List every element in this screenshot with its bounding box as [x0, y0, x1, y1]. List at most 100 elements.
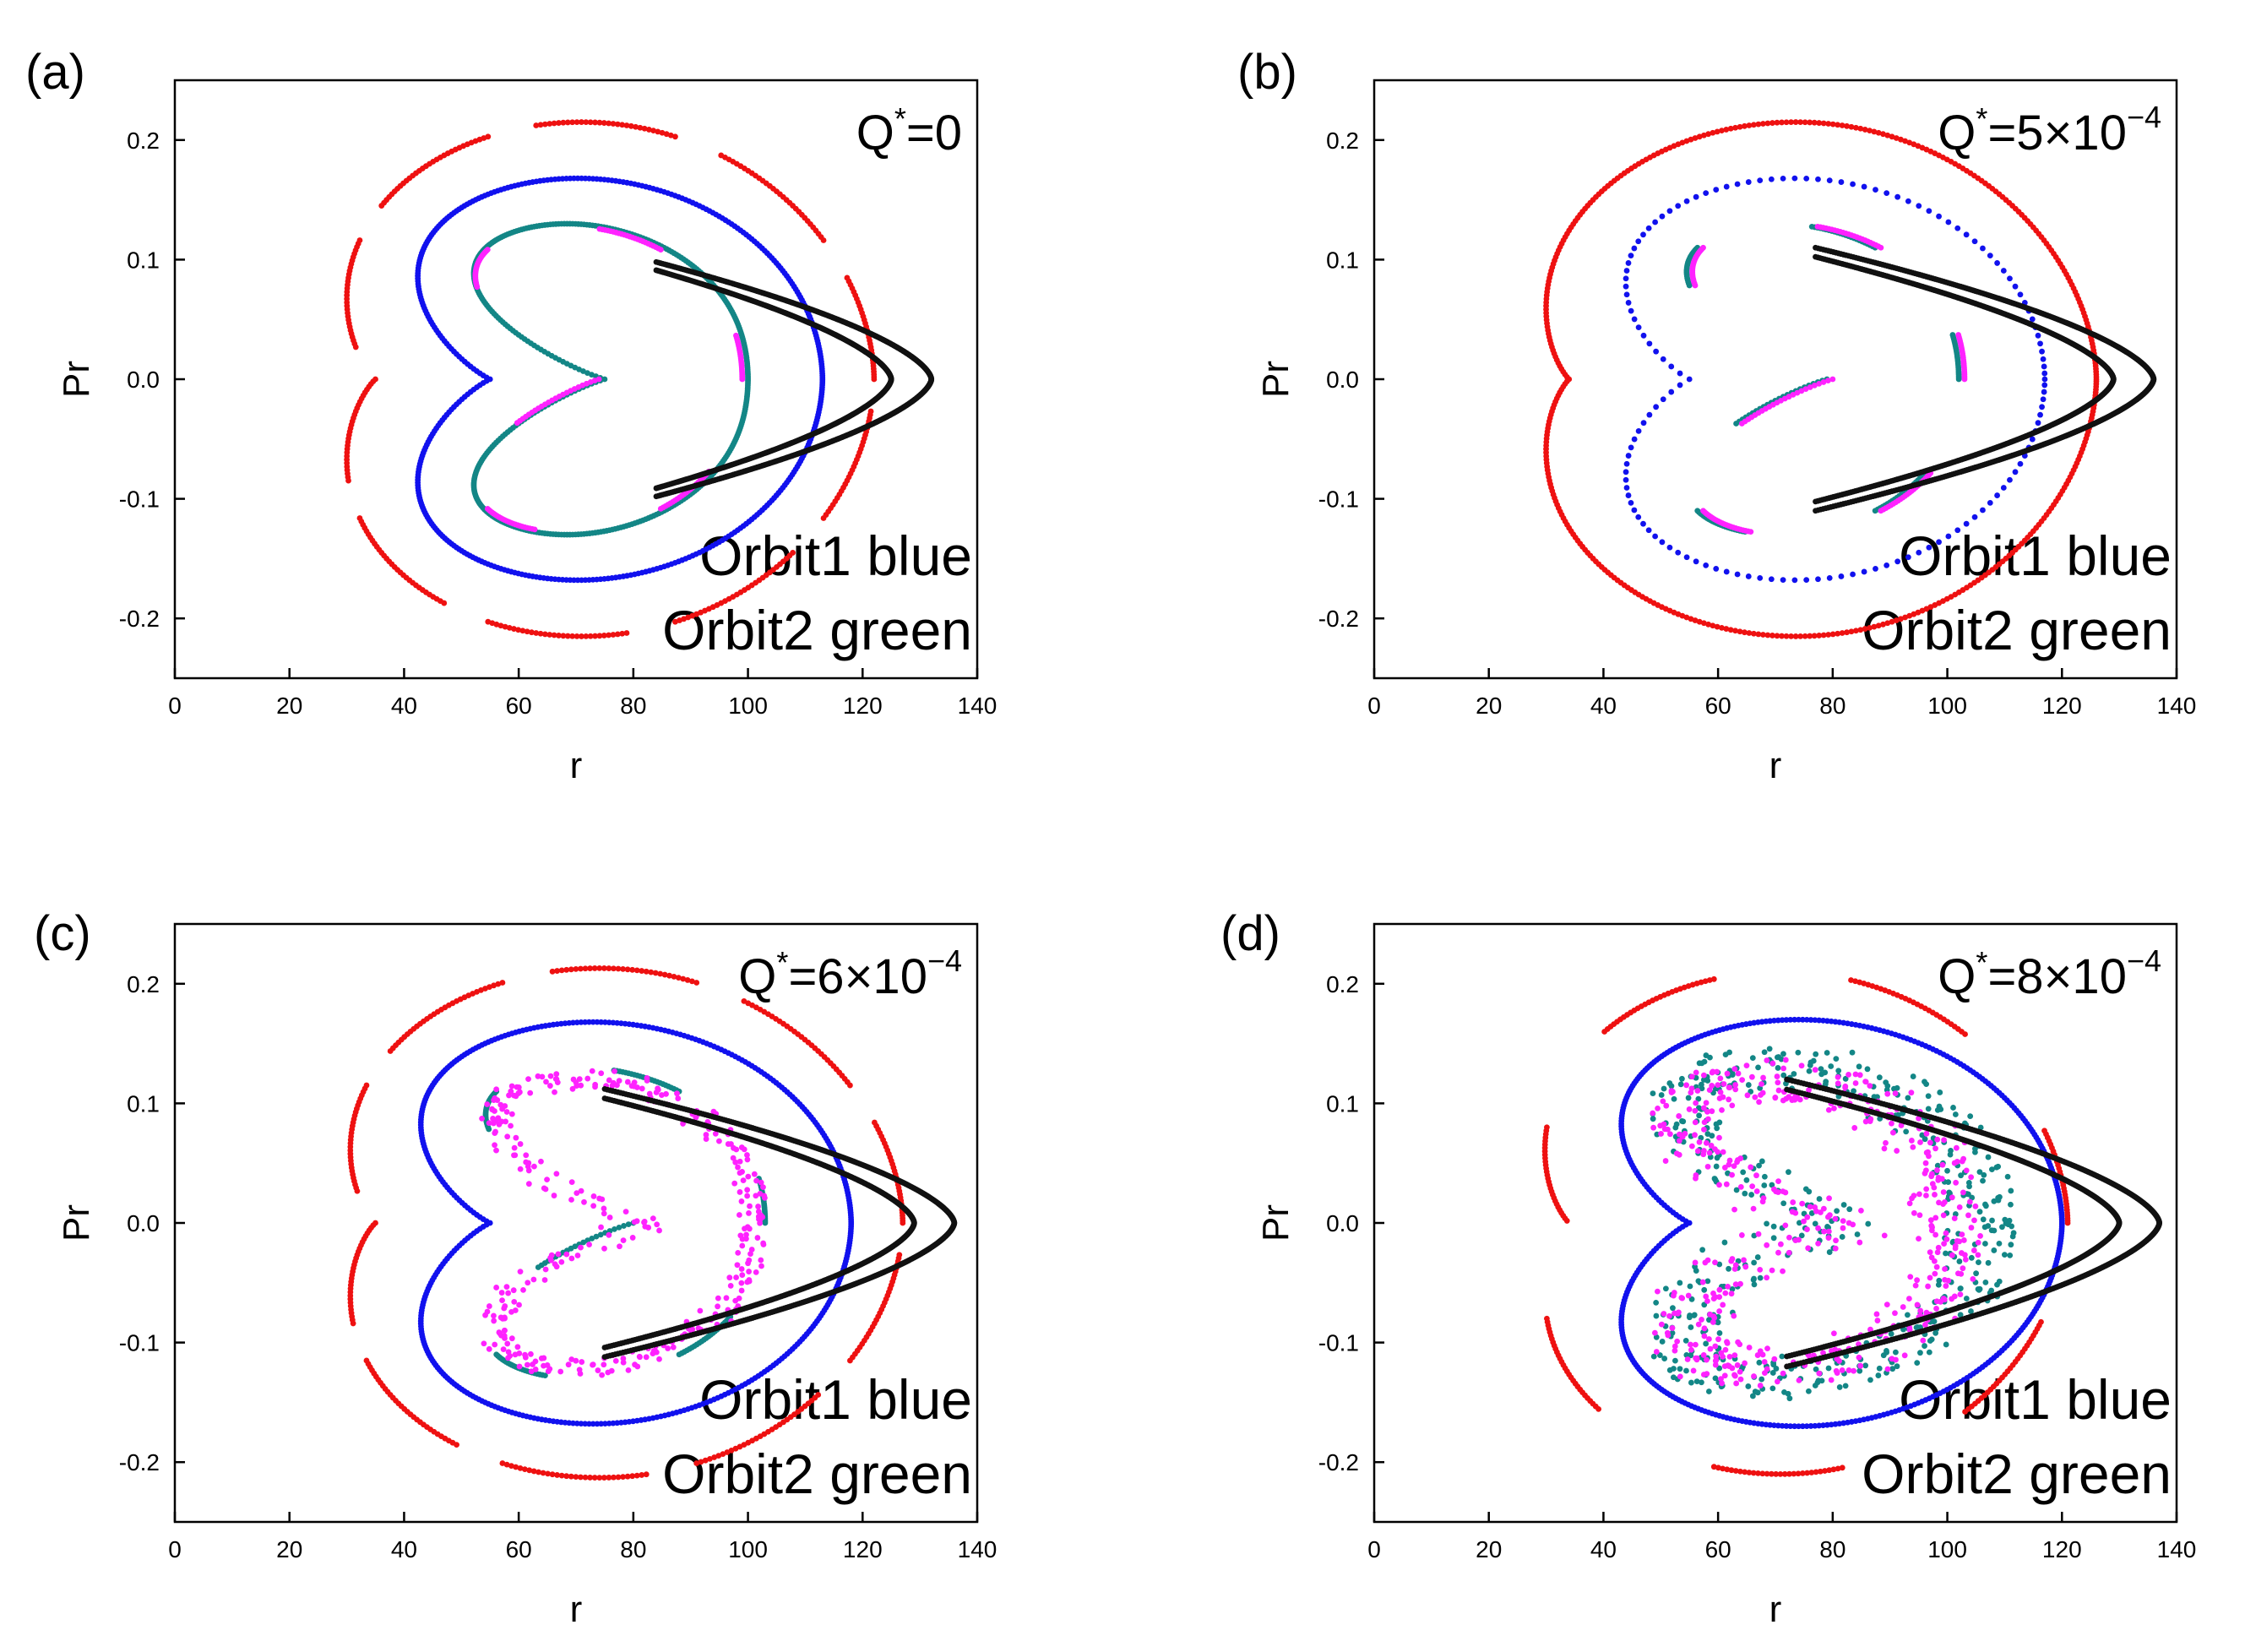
data-point [1745, 573, 1752, 579]
data-point [1635, 324, 1642, 331]
data-point [1640, 332, 1647, 339]
data-point [751, 1171, 758, 1177]
x-tick-label: 80 [620, 693, 646, 719]
data-point [2041, 382, 2048, 389]
data-point [1623, 469, 1629, 475]
x-tick-label: 140 [958, 1536, 997, 1562]
x-tick-label: 100 [728, 1536, 768, 1562]
data-point [537, 630, 544, 637]
data-point [1628, 307, 1634, 314]
data-point [2007, 275, 2013, 282]
data-point [716, 1138, 722, 1144]
data-point [1916, 203, 1922, 209]
data-point [1677, 382, 1683, 389]
data-point [655, 128, 661, 135]
data-point [1666, 544, 1673, 551]
data-point [1628, 253, 1634, 258]
data-point [551, 1193, 557, 1198]
data-point [631, 1083, 638, 1090]
data-point [606, 632, 612, 639]
data-point [531, 526, 538, 533]
data-point [546, 1083, 553, 1089]
data-point [1791, 577, 1798, 584]
data-point [624, 1079, 631, 1085]
data-point [1945, 533, 1952, 540]
data-point [637, 124, 644, 131]
data-point [2035, 420, 2041, 427]
data-point [2012, 283, 2019, 290]
data-point [650, 128, 657, 134]
data-point [619, 630, 626, 637]
x-tick-label: 80 [1819, 693, 1845, 719]
data-point [2041, 363, 2047, 370]
y-tick-label: 0.0 [127, 1210, 160, 1236]
data-point [606, 120, 612, 127]
data-point [731, 1144, 737, 1151]
x-tick-label: 20 [276, 693, 302, 719]
data-point [387, 1048, 394, 1054]
data-point [491, 1097, 497, 1104]
data-point [504, 1133, 511, 1140]
data-point [896, 1252, 903, 1258]
data-point [538, 1158, 544, 1165]
data-point [1850, 571, 1856, 578]
data-point [492, 1142, 497, 1149]
data-point [815, 1392, 822, 1398]
data-point [542, 1186, 549, 1193]
data-point [551, 120, 557, 127]
data-point [1905, 198, 1911, 204]
data-point [614, 121, 621, 128]
data-point [547, 1073, 554, 1079]
panel-a: 0 20 40 60 80 100 120 140-0.2-0.10.00.10.2rPr(a… [25, 45, 997, 786]
panel-b: 0 20 40 60 80 100 120 140-0.2-0.10.00.10.2rPr(b… [1237, 45, 2196, 786]
data-point [1980, 245, 1986, 252]
x-tick-label: 0 [168, 1536, 182, 1562]
panel-letter: (b) [1237, 45, 1297, 100]
data-point [354, 1187, 361, 1194]
data-point [1635, 514, 1642, 520]
data-point [497, 622, 504, 629]
y-tick-label: -0.1 [1318, 486, 1359, 513]
data-point [1692, 282, 1699, 289]
data-point [1813, 253, 1818, 260]
series-magenta [472, 226, 746, 533]
data-point [589, 1068, 595, 1074]
data-point [569, 633, 576, 639]
data-point [667, 132, 674, 139]
data-point [1905, 554, 1911, 561]
data-point [1873, 566, 1878, 572]
data-point [527, 1090, 534, 1096]
data-point [1780, 175, 1786, 182]
data-point [560, 633, 567, 639]
data-point [1971, 238, 1978, 245]
data-point [1628, 444, 1634, 451]
data-point [730, 1155, 737, 1161]
data-point [1623, 283, 1629, 290]
data-point [1625, 300, 1632, 306]
data-point [2017, 291, 2024, 298]
data-point [2037, 411, 2043, 418]
data-point [508, 1083, 515, 1090]
data-point [2037, 340, 2043, 347]
data-point [612, 1068, 617, 1074]
data-point [525, 1181, 532, 1187]
data-point [628, 122, 634, 129]
data-point [1646, 340, 1653, 347]
data-point [1625, 492, 1632, 498]
series-orbit2-green [1683, 223, 1962, 535]
data-point [1808, 223, 1815, 230]
data-point [1653, 404, 1660, 410]
data-point [633, 123, 639, 130]
data-point [1780, 577, 1786, 584]
data-point [1980, 507, 1986, 514]
data-point [718, 152, 725, 159]
x-tick-label: 40 [391, 1536, 417, 1562]
data-point [517, 1166, 524, 1172]
plot-frame [173, 79, 979, 680]
data-point [513, 1134, 519, 1141]
legend-note: Orbit2 green [1862, 599, 2172, 661]
data-point [1666, 208, 1673, 215]
data-point [2035, 332, 2041, 339]
data-point [573, 1079, 579, 1085]
